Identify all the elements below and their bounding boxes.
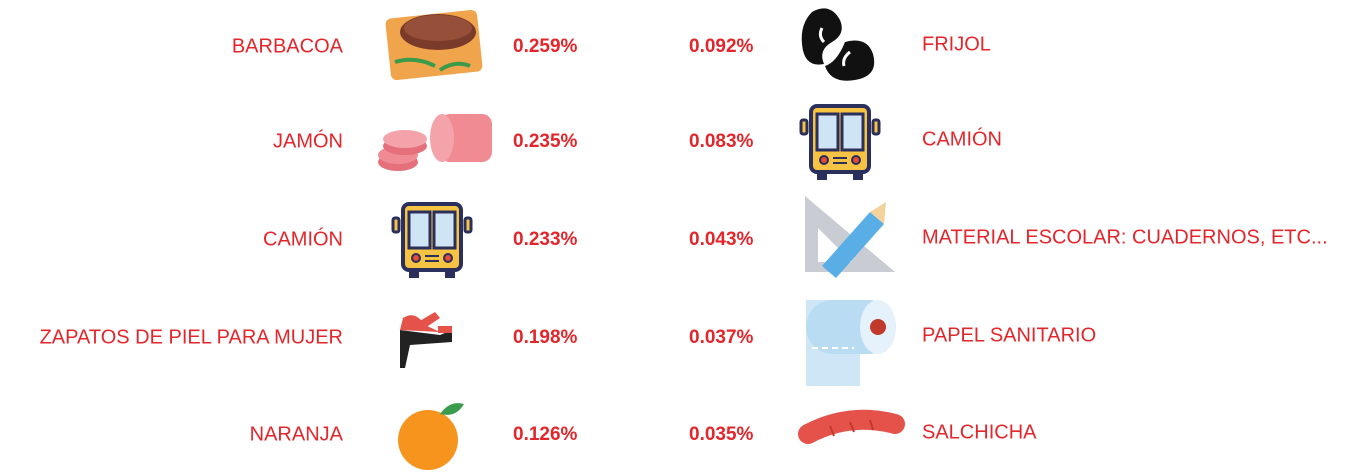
item-value: 0.259% [513, 36, 578, 57]
item-label: ZAPATOS DE PIEL PARA MUJER [40, 326, 343, 348]
item-value: 0.092% [689, 36, 754, 57]
item-value: 0.235% [513, 131, 578, 152]
icon-barbacoa [385, 9, 483, 81]
icon-camion [391, 202, 473, 280]
icon-salchicha [798, 409, 905, 444]
item-label: NARANJA [250, 423, 344, 445]
item-value: 0.198% [513, 327, 578, 348]
icon-naranja [398, 403, 464, 470]
item-value: 0.233% [513, 229, 578, 250]
item-label: MATERIAL ESCOLAR: CUADERNOS, ETC... [922, 226, 1328, 248]
icon-camion [799, 104, 881, 182]
icon-zapatos [400, 312, 452, 368]
item-label: SALCHICHA [922, 421, 1037, 443]
item-label: JAMÓN [273, 129, 343, 152]
item-value: 0.083% [689, 131, 754, 152]
item-value: 0.037% [689, 327, 754, 348]
icon-frijol [801, 8, 875, 81]
icon-material-escolar [805, 196, 895, 278]
icon-papel-sanitario [806, 300, 896, 386]
item-value: 0.035% [689, 424, 754, 445]
icon-jamon [378, 114, 492, 171]
item-label: CAMIÓN [263, 227, 343, 250]
item-label: CAMIÓN [922, 127, 1002, 150]
item-value: 0.043% [689, 229, 754, 250]
item-label: PAPEL SANITARIO [922, 324, 1096, 346]
item-value: 0.126% [513, 424, 578, 445]
item-label: BARBACOA [232, 35, 344, 57]
item-label: FRIJOL [922, 33, 991, 55]
